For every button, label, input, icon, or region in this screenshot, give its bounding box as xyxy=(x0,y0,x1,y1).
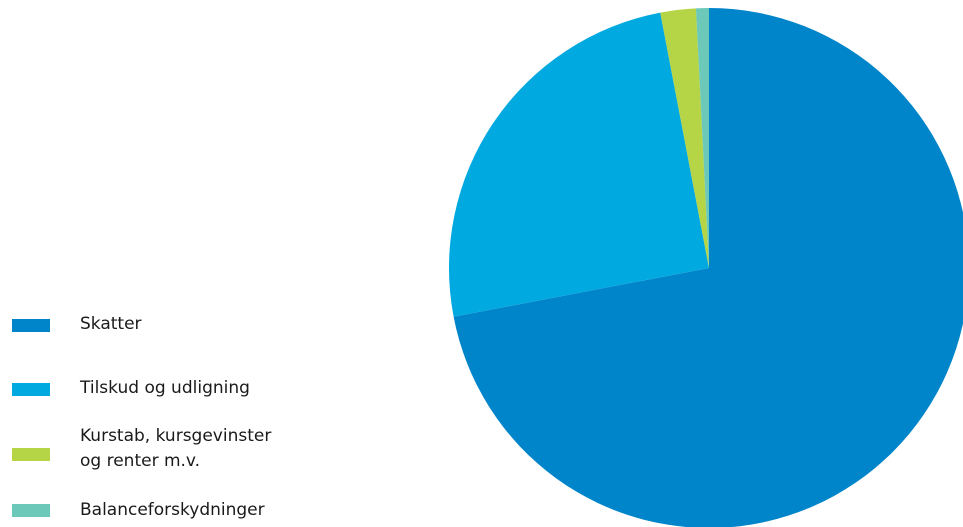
legend-swatch-tilskud xyxy=(12,383,50,396)
legend-label-tilskud: Tilskud og udligning xyxy=(80,378,250,398)
pie-slice-0 xyxy=(453,8,963,527)
legend-label-balance: Balanceforskydninger xyxy=(80,500,265,520)
legend-label-kurstab-line-2: og renter m.v. xyxy=(80,451,201,471)
pie-slice-1 xyxy=(449,12,709,317)
legend-label-kurstab-line-1: Kurstab, kursgevinster xyxy=(80,426,272,446)
legend-swatch-skatter xyxy=(12,319,50,332)
legend-swatch-balance xyxy=(12,504,50,517)
pie-slice-2 xyxy=(660,8,709,268)
legend-label-skatter: Skatter xyxy=(80,314,142,334)
legend-swatch-kurstab xyxy=(12,448,50,461)
pie-slice-3 xyxy=(695,8,709,268)
